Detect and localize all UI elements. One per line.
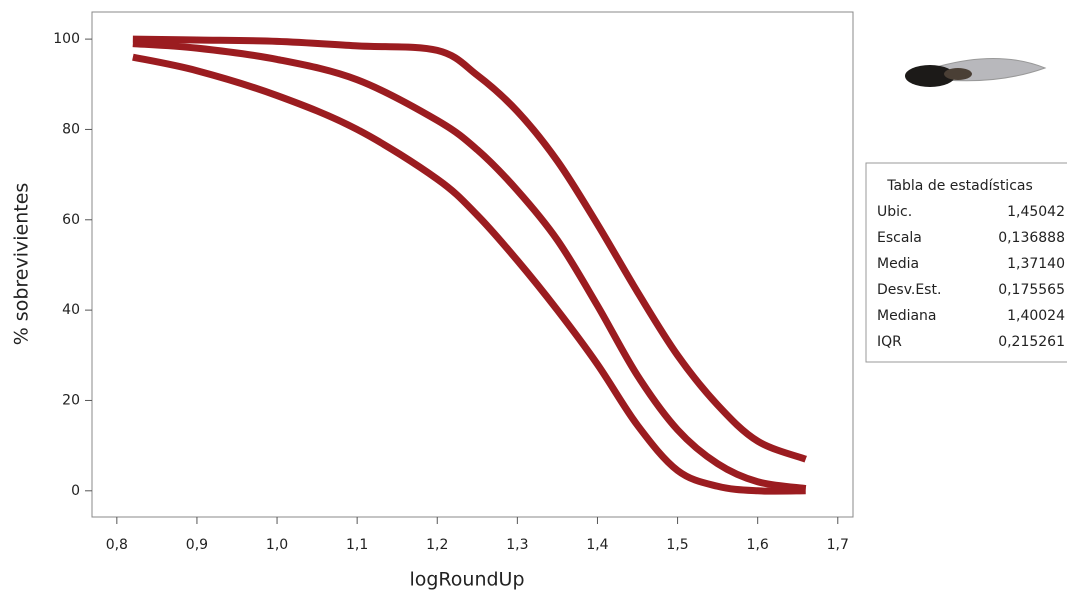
x-axis-label: logRoundUp — [409, 569, 524, 591]
stat-value: 1,40024 — [1007, 308, 1065, 324]
stat-value: 0,215261 — [998, 334, 1065, 350]
survival-curve — [132, 35, 807, 463]
stats-table-box — [865, 162, 1067, 363]
x-tick-label: 1,4 — [586, 537, 608, 553]
stat-label: Ubic. — [877, 204, 912, 220]
y-tick-label: 80 — [62, 121, 80, 137]
y-tick-label: 20 — [62, 392, 80, 408]
x-tick-label: 1,6 — [747, 537, 769, 553]
x-tick-label: 1,0 — [266, 537, 288, 553]
stat-value: 1,37140 — [1007, 256, 1065, 272]
x-tick-label: 1,7 — [827, 537, 849, 553]
x-tick-label: 1,2 — [426, 537, 448, 553]
y-axis-label: % sobrevivientes — [11, 183, 33, 346]
x-tick-label: 1,1 — [346, 537, 368, 553]
plot-frame — [91, 11, 854, 518]
x-tick-label: 1,3 — [506, 537, 528, 553]
stat-label: Desv.Est. — [877, 282, 941, 298]
stat-label: Mediana — [877, 308, 937, 324]
stat-value: 1,45042 — [1007, 204, 1065, 220]
x-tick-label: 0,8 — [106, 537, 128, 553]
tadpole-icon — [905, 57, 1047, 87]
stat-value: 0,175565 — [998, 282, 1065, 298]
y-tick-label: 40 — [62, 302, 80, 318]
stats-table-title: Tabla de estadísticas — [886, 178, 1033, 194]
y-tick-label: 60 — [62, 212, 80, 228]
survival-curve — [132, 40, 807, 493]
stat-label: Escala — [877, 230, 922, 246]
x-tick-label: 1,5 — [666, 537, 688, 553]
y-tick-label: 100 — [53, 31, 80, 47]
y-tick-label: 0 — [71, 483, 80, 499]
stat-label: IQR — [877, 334, 902, 350]
survival-curve — [132, 53, 806, 495]
x-tick-label: 0,9 — [186, 537, 208, 553]
stat-label: Media — [877, 256, 919, 272]
stat-value: 0,136888 — [998, 230, 1065, 246]
